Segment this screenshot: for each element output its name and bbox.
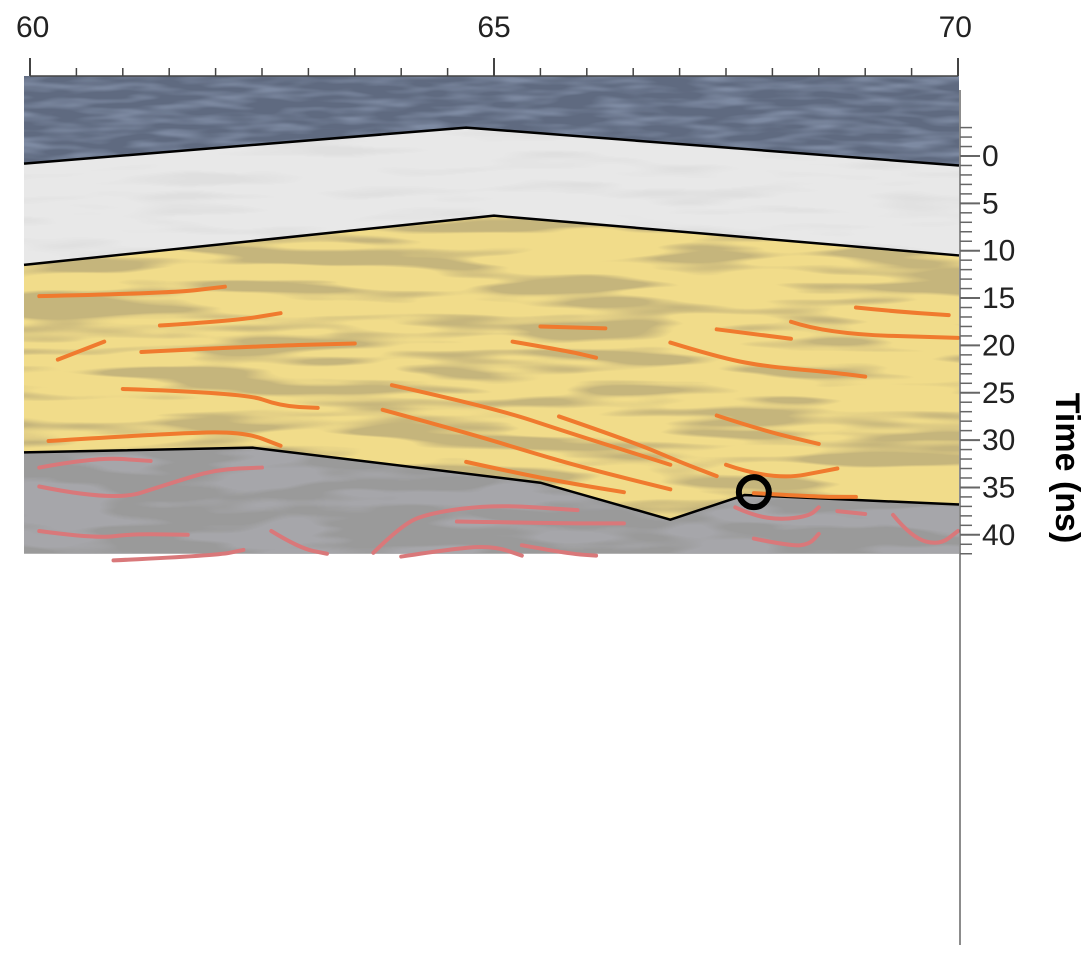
marker-circle <box>735 474 772 511</box>
marker-layer <box>735 474 772 511</box>
x-tick-label: 60 <box>16 11 49 44</box>
pink-reflector <box>751 531 821 548</box>
orange-reflector <box>139 341 357 355</box>
orange-reflector <box>157 311 283 328</box>
y-tick-label: 40 <box>982 519 1015 552</box>
orange-reflector <box>55 339 107 362</box>
pink-reflector <box>399 544 524 559</box>
orange-reflector <box>510 339 599 360</box>
x-tick-label: 65 <box>477 11 510 44</box>
x-tick-label: 70 <box>939 11 972 44</box>
orange-reflector <box>464 459 626 495</box>
pink-reflector <box>37 529 190 539</box>
pink-reflector <box>891 512 960 545</box>
y-tick-label: 35 <box>982 471 1015 504</box>
y-tick-label: 10 <box>982 235 1015 268</box>
orange-reflector <box>389 383 673 467</box>
orange-reflector <box>788 319 960 340</box>
pink-reflector <box>519 543 599 558</box>
pink-reflector <box>37 465 264 499</box>
pink-reflector <box>835 509 868 516</box>
orange-reflector <box>853 305 951 318</box>
orange-reflector <box>714 327 793 341</box>
boundary-line-2 <box>23 214 960 267</box>
y-tick-label: 15 <box>982 282 1015 315</box>
pink-reflector <box>37 456 153 470</box>
pink-reflector <box>111 547 246 563</box>
orange-reflector <box>380 407 673 492</box>
y-axis: 0 5 10 15 20 25 30 35 40 <box>959 90 1015 945</box>
orange-reflector <box>120 386 320 410</box>
boundary-line-1 <box>23 126 960 167</box>
y-tick-label: 25 <box>982 377 1015 410</box>
orange-reflector <box>556 414 719 479</box>
pink-reflector <box>269 529 329 556</box>
pink-reflector <box>454 519 626 526</box>
orange-reflector <box>668 340 868 379</box>
y-tick-label: 0 <box>982 140 999 173</box>
y-tick-label: 5 <box>982 187 999 220</box>
reflector-lines <box>37 284 960 563</box>
orange-reflector <box>538 324 608 331</box>
orange-reflector <box>37 284 227 299</box>
orange-reflector <box>714 413 821 446</box>
y-tick-label: 30 <box>982 424 1015 457</box>
orange-reflector <box>724 462 840 479</box>
pink-reflector <box>733 505 821 521</box>
orange-reflector <box>46 430 283 448</box>
y-tick-label: 20 <box>982 329 1015 362</box>
y-axis-label: Time (ns) <box>1048 393 1086 544</box>
x-axis: 60 65 70 <box>16 11 972 77</box>
pink-reflector <box>371 504 580 555</box>
